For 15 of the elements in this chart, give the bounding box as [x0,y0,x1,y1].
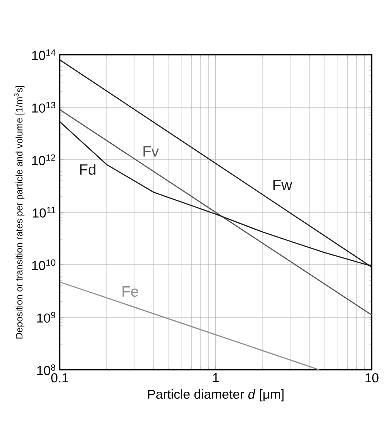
x-tick-label: 10 [366,374,379,383]
x-axis-title: Particle diameter d [μm] [148,390,284,402]
y-tick-label: 10$^{12}$ [32,154,56,166]
y-tick-label: 10$^{9}$ [38,312,56,323]
y-tick-label: 10$^{10}$ [32,260,56,270]
x-tick-label: 1 [213,374,219,382]
series-label: Fw [274,180,292,190]
series-label: Fv [144,146,160,157]
y-tick-label: 10$^{14}$ [32,50,56,60]
series-label: Fe [122,286,138,297]
y-axis-title: Deposition or transition rates per particle and volume [1/m$^{3}$s] [14,86,25,339]
y-tick-label: 10$^{11}$ [33,207,56,218]
series-label: Fd [80,164,96,175]
x-tick-label: 0.1 [51,374,68,383]
y-tick-label: 10$^{13}$ [32,102,56,113]
